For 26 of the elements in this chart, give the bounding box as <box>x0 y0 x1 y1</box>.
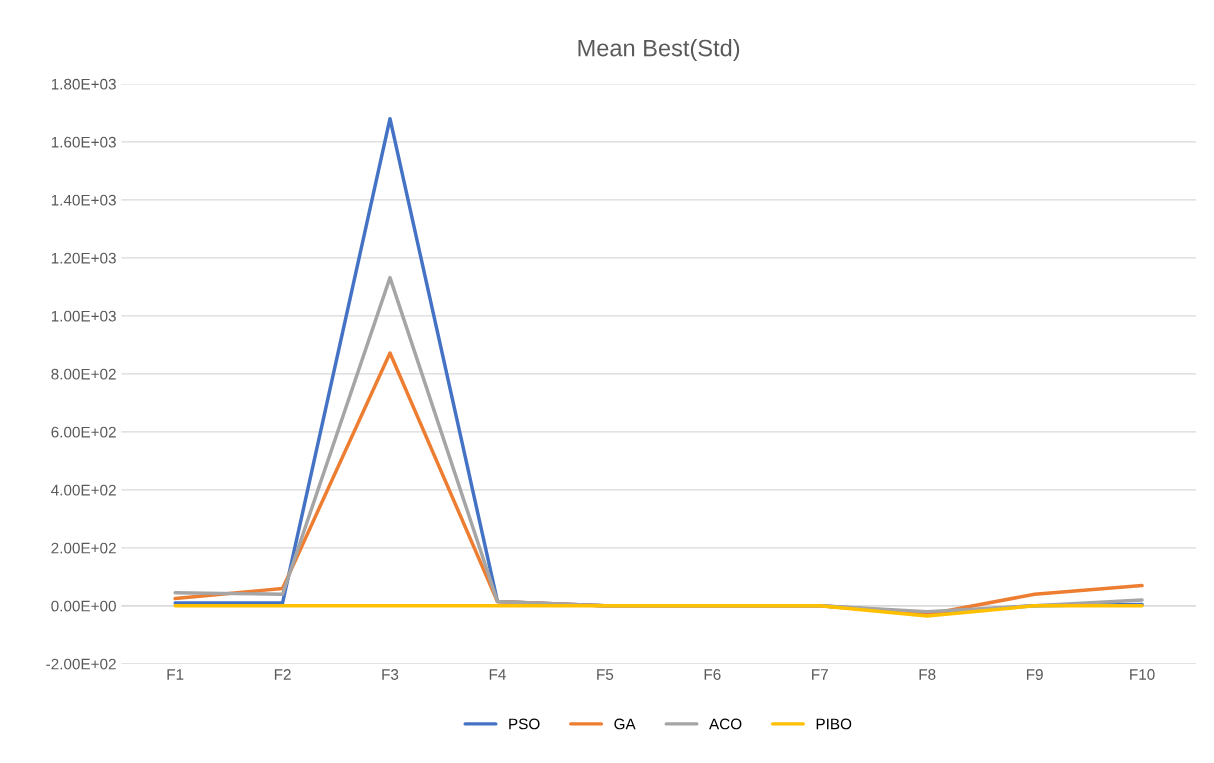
y-tick-label: 2.00E+02 <box>51 542 116 554</box>
y-tick-label: 1.20E+03 <box>51 252 116 264</box>
x-tick-label: F1 <box>167 669 184 680</box>
y-tick-label: 4.00E+02 <box>51 484 116 496</box>
y-tick-label: 1.40E+03 <box>51 194 116 206</box>
x-tick-label: F3 <box>382 669 399 680</box>
y-tick-label: -2.00E+02 <box>46 658 116 670</box>
legend-label: ACO <box>709 718 742 730</box>
x-tick-label: F8 <box>919 669 936 680</box>
y-tick-label: 6.00E+02 <box>51 426 116 438</box>
x-tick-label: F4 <box>489 669 506 680</box>
legend-label: PIBO <box>816 718 852 730</box>
x-tick-label: F5 <box>597 669 614 680</box>
x-tick-label: F10 <box>1130 669 1155 680</box>
y-tick-label: 1.00E+03 <box>51 310 116 322</box>
y-tick-label: 0.00E+00 <box>51 600 116 612</box>
legend-label: PSO <box>509 718 540 730</box>
x-tick-label: F2 <box>274 669 291 680</box>
x-tick-label: F7 <box>812 669 828 680</box>
x-tick-label: F6 <box>704 669 721 680</box>
legend-label: GA <box>614 718 636 730</box>
chart-title: Mean Best(Std) <box>578 39 740 62</box>
x-tick-label: F9 <box>1026 669 1043 680</box>
y-tick-label: 1.60E+03 <box>51 136 116 148</box>
y-tick-label: 8.00E+02 <box>51 368 116 380</box>
y-tick-label: 1.80E+03 <box>51 78 116 90</box>
